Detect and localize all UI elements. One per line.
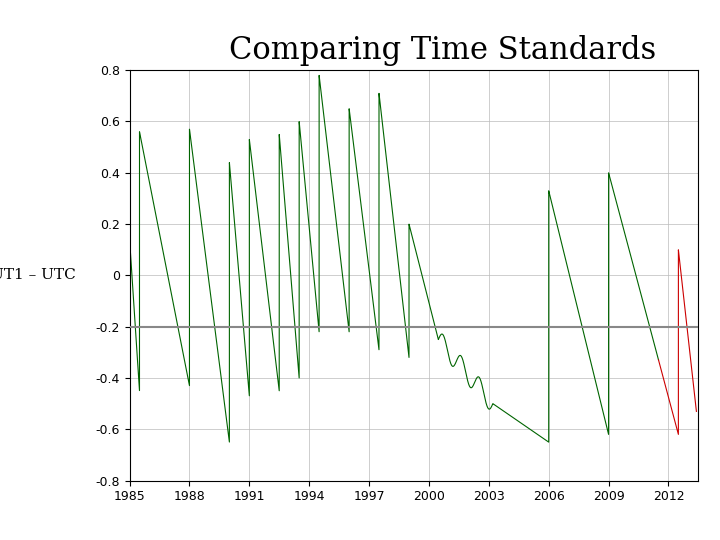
Title: Comparing Time Standards: Comparing Time Standards [229,35,656,66]
Y-axis label: UT1 – UTC: UT1 – UTC [0,268,76,282]
